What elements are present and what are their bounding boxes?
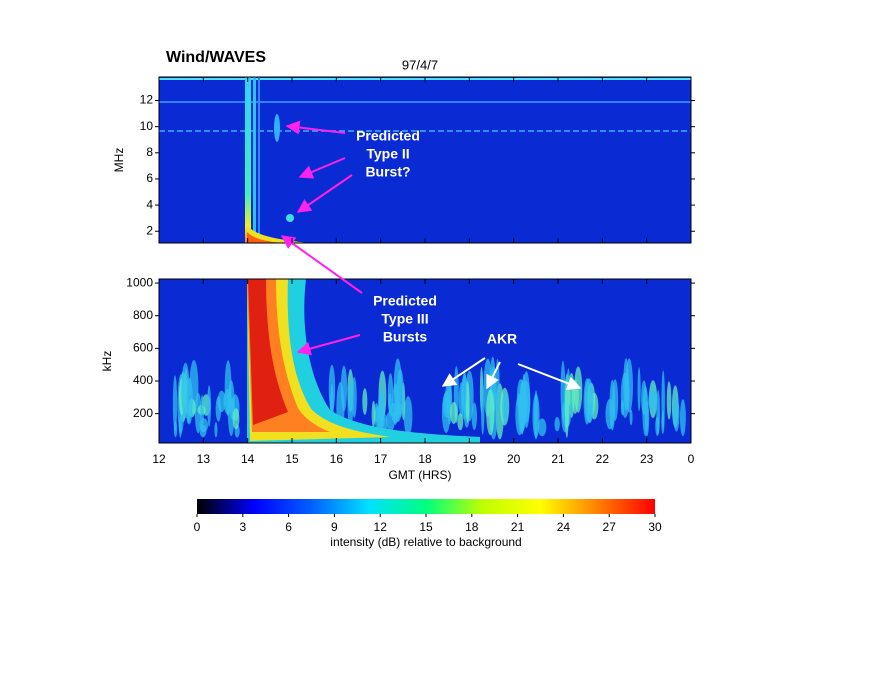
emission xyxy=(679,399,686,437)
y-axis-label: kHz xyxy=(100,351,114,372)
emission xyxy=(214,422,218,438)
emission xyxy=(605,398,615,430)
emission xyxy=(537,418,547,437)
x-tick-label: 14 xyxy=(241,452,255,466)
x-tick-label: 20 xyxy=(507,452,521,466)
emission xyxy=(449,402,458,424)
emission xyxy=(223,388,232,415)
y-tick-label: 200 xyxy=(133,406,153,420)
x-tick-label: 3 xyxy=(239,520,246,534)
colorbar xyxy=(197,499,655,514)
x-tick-label: 0 xyxy=(194,520,201,534)
x-tick-label: 22 xyxy=(596,452,610,466)
x-axis-label: GMT (HRS) xyxy=(388,468,451,482)
y-tick-label: 400 xyxy=(133,373,153,387)
chart-subtitle: 97/4/7 xyxy=(402,57,438,72)
emission xyxy=(620,372,630,418)
emission xyxy=(666,381,672,420)
y-tick-label: 800 xyxy=(133,308,153,322)
emission xyxy=(673,397,680,432)
y-tick-label: 600 xyxy=(133,341,153,355)
x-tick-label: 30 xyxy=(648,520,662,534)
chart-title: Wind/WAVES xyxy=(166,49,266,66)
x-tick-label: 16 xyxy=(330,452,344,466)
emission xyxy=(200,394,204,429)
x-tick-label: 19 xyxy=(463,452,477,466)
emission xyxy=(403,396,413,436)
y-tick-label: 12 xyxy=(140,93,154,107)
emission xyxy=(377,388,385,428)
annotation: Predicted xyxy=(356,128,420,144)
emission xyxy=(207,385,211,427)
x-tick-label: 21 xyxy=(551,452,565,466)
annotation: Bursts xyxy=(383,329,428,345)
y-tick-label: 6 xyxy=(146,171,153,185)
emission xyxy=(648,389,657,412)
emission xyxy=(534,390,538,440)
emission xyxy=(199,424,207,438)
emission xyxy=(564,380,569,438)
colorbar-label: intensity (dB) relative to background xyxy=(330,535,521,549)
emission xyxy=(481,384,485,435)
annotation: AKR xyxy=(487,331,517,347)
emission xyxy=(387,373,394,417)
x-tick-label: 15 xyxy=(285,452,299,466)
emission xyxy=(661,410,665,435)
emission xyxy=(457,413,464,431)
x-tick-label: 0 xyxy=(688,452,695,466)
emission xyxy=(584,378,594,423)
emission xyxy=(502,392,508,424)
x-tick-label: 21 xyxy=(511,520,525,534)
emission xyxy=(554,416,560,432)
y-tick-label: 2 xyxy=(146,223,153,237)
x-tick-label: 6 xyxy=(285,520,292,534)
x-tick-label: 12 xyxy=(374,520,388,534)
emission xyxy=(328,364,336,412)
x-tick-label: 24 xyxy=(557,520,571,534)
y-tick-label: 4 xyxy=(146,197,153,211)
emission xyxy=(644,400,650,437)
x-tick-label: 9 xyxy=(331,520,338,534)
spectrogram-upper xyxy=(159,77,691,243)
emission xyxy=(181,362,190,419)
emission xyxy=(462,370,467,414)
x-tick-label: 27 xyxy=(603,520,617,534)
emission xyxy=(519,381,525,435)
emission xyxy=(396,369,404,418)
y-tick-label: 1000 xyxy=(126,275,153,289)
emission xyxy=(215,396,222,422)
annotation: Type II xyxy=(366,146,409,162)
emission xyxy=(232,408,240,430)
annotation: Type III xyxy=(381,311,428,327)
emission xyxy=(362,388,368,415)
emission xyxy=(347,382,354,428)
x-tick-label: 13 xyxy=(197,452,211,466)
emission xyxy=(173,421,178,438)
emission xyxy=(656,389,660,435)
burst xyxy=(248,279,288,425)
emission xyxy=(560,360,566,420)
x-tick-label: 12 xyxy=(152,452,166,466)
x-tick-label: 18 xyxy=(465,520,479,534)
annotation: Burst? xyxy=(365,164,410,180)
annotation-arrows xyxy=(280,120,582,390)
x-tick-label: 17 xyxy=(374,452,388,466)
y-tick-label: 8 xyxy=(146,145,153,159)
emission xyxy=(486,389,495,436)
emission xyxy=(371,400,376,429)
emission xyxy=(637,367,641,412)
annotation: Predicted xyxy=(373,293,437,309)
x-tick-label: 15 xyxy=(419,520,433,534)
y-tick-label: 10 xyxy=(140,119,154,133)
x-tick-label: 23 xyxy=(640,452,654,466)
x-tick-label: 18 xyxy=(418,452,432,466)
y-axis-label: MHz xyxy=(112,148,126,173)
emission xyxy=(641,380,647,416)
emission xyxy=(629,409,633,426)
emission xyxy=(172,375,178,432)
